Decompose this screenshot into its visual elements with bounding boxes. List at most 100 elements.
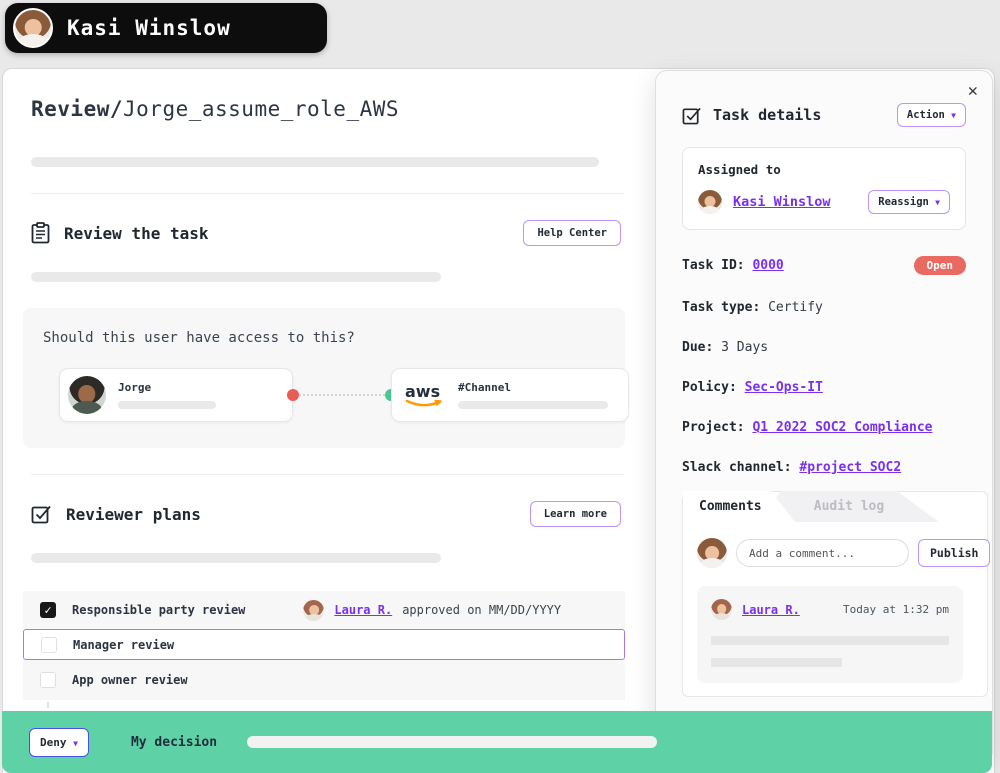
red-connection-dot (287, 389, 299, 401)
due-label: Due: (682, 340, 722, 355)
skeleton-line (711, 636, 949, 645)
slack-channel-row: Slack channel: #project SOC2 (682, 460, 966, 475)
comment-author-avatar (711, 599, 732, 620)
task-fields: Task ID: 0000 Open Task type: Certify Du… (682, 256, 966, 475)
empty-checkbox[interactable] (40, 672, 56, 688)
slack-channel-link[interactable]: #project SOC2 (799, 460, 902, 475)
project-row: Project: Q1 2022 SOC2 Compliance (682, 420, 966, 435)
checked-checkbox[interactable]: ✓ (40, 602, 56, 618)
review-task-heading: Review the task (64, 223, 209, 243)
checklist-row-responsible-party[interactable]: ✓ Responsible party review Laura R. appr… (23, 591, 625, 629)
tab-comments[interactable]: Comments (683, 491, 795, 522)
user-avatar (13, 8, 53, 48)
project-link[interactable]: Q1 2022 SOC2 Compliance (752, 420, 933, 435)
access-question-text: Should this user have access to this? (43, 330, 355, 346)
due-value: 3 Days (721, 340, 769, 355)
empty-checkbox[interactable] (41, 636, 57, 653)
task-id-link[interactable]: 0000 (752, 258, 784, 273)
skeleton-line (31, 553, 441, 563)
action-button-label: Action (906, 109, 945, 121)
access-mapping: Jorge aws #Channel (43, 368, 629, 422)
deny-button-label: Deny (40, 735, 67, 749)
chevron-down-icon: ▼ (73, 738, 78, 748)
policy-link[interactable]: Sec-Ops-IT (744, 380, 823, 395)
publish-button[interactable]: Publish (918, 539, 991, 567)
task-id-row: Task ID: 0000 Open (682, 256, 966, 275)
comment-timestamp: Today at 1:32 pm (843, 603, 949, 616)
assignee-avatar (698, 190, 722, 214)
approver-avatar (303, 599, 325, 621)
comment-composer: Publish (697, 538, 991, 568)
comment-item: Laura R. Today at 1:32 pm (697, 586, 963, 683)
connection-dotted-line (295, 394, 393, 396)
requester-avatar (68, 376, 106, 414)
skeleton-line (118, 401, 216, 409)
policy-row: Policy: Sec-Ops-IT (682, 380, 966, 395)
decision-bar: Deny ▼ My decision (2, 711, 992, 773)
page-title-prefix: Review/ (31, 97, 124, 121)
slack-channel-label: Slack channel: (682, 460, 800, 475)
status-badge: Open (913, 256, 966, 275)
assignee-row: Kasi Winslow Reassign ▼ (698, 190, 950, 214)
reassign-button-label: Reassign (878, 196, 929, 208)
user-pill-name: Kasi Winslow (67, 16, 231, 40)
task-type-row: Task type: Certify (682, 300, 966, 315)
policy-label: Policy: (682, 380, 745, 395)
requester-name: Jorge (118, 381, 152, 394)
svg-text:aws: aws (405, 382, 440, 401)
task-type-label: Task type: (682, 300, 769, 315)
user-entity-card[interactable]: Jorge (59, 368, 293, 422)
task-details-header: Task details Action ▼ (682, 103, 966, 127)
task-type-value: Certify (768, 300, 823, 315)
checklist-item-label: App owner review (72, 673, 188, 687)
clipboard-icon (31, 222, 50, 244)
chevron-down-icon: ▼ (951, 111, 956, 120)
section-divider (31, 474, 624, 475)
skeleton-line (31, 272, 441, 282)
approval-info: Laura R. approved on MM/DD/YYYY (303, 599, 562, 621)
assignee-link[interactable]: Kasi Winslow (733, 194, 831, 210)
due-row: Due: 3 Days (682, 340, 966, 355)
skeleton-line (31, 157, 599, 167)
assigned-to-card: Assigned to Kasi Winslow Reassign ▼ (682, 147, 966, 230)
project-label: Project: (682, 420, 753, 435)
resource-name: #Channel (458, 381, 511, 394)
checkbox-check-icon (682, 106, 702, 125)
section-divider (31, 193, 624, 194)
comment-input[interactable] (736, 539, 909, 567)
approver-link[interactable]: Laura R. (334, 603, 393, 617)
help-center-button[interactable]: Help Center (523, 220, 621, 246)
deny-dropdown-button[interactable]: Deny ▼ (29, 727, 89, 757)
current-user-pill[interactable]: Kasi Winslow (5, 3, 327, 53)
reassign-dropdown-button[interactable]: Reassign ▼ (868, 190, 950, 214)
reviewer-plans-heading: Reviewer plans (66, 504, 201, 524)
checkbox-check-icon (31, 504, 52, 524)
checklist-row-manager[interactable]: Manager review (23, 629, 625, 660)
task-details-panel: ✕ Task details Action ▼ Assigned to Kasi… (655, 70, 993, 763)
skeleton-line (711, 658, 842, 667)
reviewer-plans-header: Reviewer plans Learn more (31, 501, 621, 527)
checklist-item-label: Manager review (73, 637, 175, 652)
close-icon[interactable]: ✕ (967, 81, 978, 101)
checklist-item-label: Responsible party review (72, 603, 246, 617)
comment-header: Laura R. Today at 1:32 pm (711, 599, 949, 620)
review-task-header: Review the task Help Center (31, 220, 621, 246)
learn-more-button[interactable]: Learn more (529, 501, 621, 527)
page-title-task-name: Jorge_assume_role_AWS (123, 97, 400, 121)
checklist-row-app-owner[interactable]: App owner review (23, 660, 625, 700)
task-id-label: Task ID: (682, 258, 753, 273)
skeleton-line (458, 401, 608, 409)
action-dropdown-button[interactable]: Action ▼ (896, 103, 966, 127)
approved-on-text: approved on MM/DD/YYYY (402, 603, 562, 617)
chevron-down-icon: ▼ (935, 198, 940, 207)
comments-card: Audit log Comments Publish Laura R. Toda… (682, 491, 991, 697)
reviewer-checklist: ✓ Responsible party review Laura R. appr… (23, 591, 625, 718)
assigned-to-label: Assigned to (698, 162, 781, 177)
aws-logo-icon: aws (404, 380, 446, 410)
access-question-card: Should this user have access to this? Jo… (23, 308, 629, 448)
task-details-title: Task details (713, 106, 822, 124)
comment-author-link[interactable]: Laura R. (742, 602, 800, 617)
resource-entity-card[interactable]: aws #Channel (391, 368, 629, 422)
commenter-avatar (697, 538, 727, 568)
